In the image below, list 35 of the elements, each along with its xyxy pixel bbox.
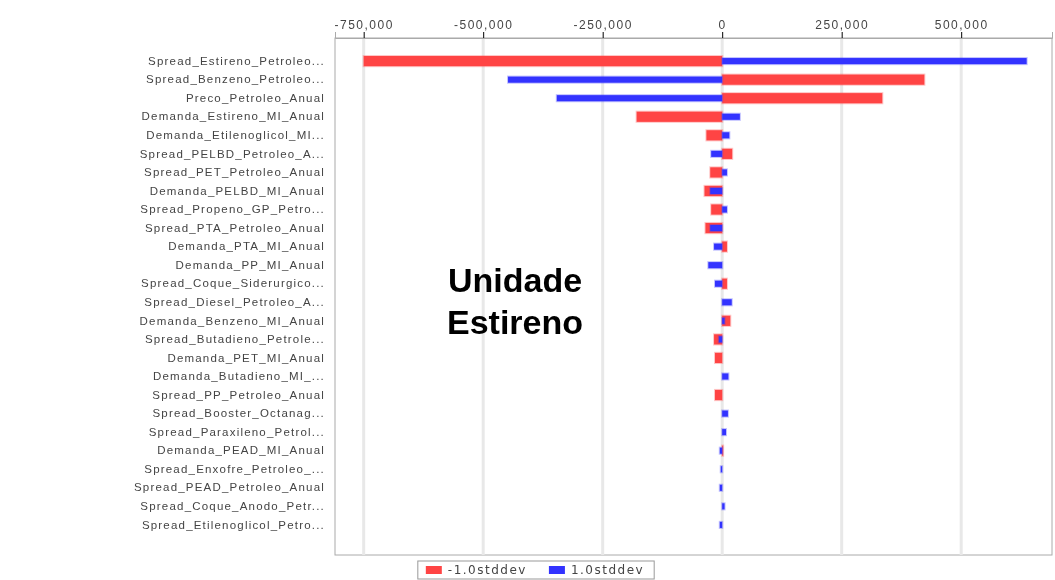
x-tick-label: -750,000	[334, 18, 394, 32]
y-tick-label: Spread_Enxofre_Petroleo_...	[144, 462, 325, 475]
y-tick-label: Spread_PELBD_Petroleo_A...	[139, 147, 325, 160]
y-tick-label: Spread_PTA_Petroleo_Anual	[144, 221, 325, 234]
y-tick-label: Spread_Coque_Anodo_Petr...	[140, 500, 325, 513]
y-tick-label: Demanda_PTA_MI_Anual	[168, 240, 325, 253]
x-tick-label: 250,000	[815, 18, 870, 32]
y-tick-label: Demanda_PET_MI_Anual	[167, 351, 325, 364]
y-tick-label: Demanda_PEAD_MI_Anual	[157, 444, 325, 457]
y-tick-label: Spread_Coque_Siderurgico...	[141, 277, 325, 290]
y-tick-label: Spread_Paraxileno_Petrol...	[148, 425, 325, 438]
y-tick-label: Spread_Estireno_Petroleo...	[148, 54, 325, 67]
legend-label: 1.0stddev	[570, 563, 645, 577]
y-tick-label: Spread_Booster_Octanag...	[152, 407, 325, 420]
x-tick-label: -500,000	[453, 18, 514, 32]
y-tick-label: Spread_PET_Petroleo_Anual	[144, 166, 325, 179]
legend-label: -1.0stddev	[447, 563, 527, 577]
y-tick-label: Spread_Butadieno_Petrole...	[144, 333, 325, 346]
y-tick-label: Spread_Benzeno_Petroleo...	[146, 73, 325, 86]
y-tick-label: Spread_PEAD_Petroleo_Anual	[133, 481, 325, 494]
y-tick-label: Preco_Petroleo_Anual	[185, 91, 325, 104]
y-tick-label: Demanda_Butadieno_MI_...	[152, 370, 325, 383]
y-tick-label: Demanda_Benzeno_MI_Anual	[139, 314, 325, 327]
x-tick-label: 500,000	[934, 18, 989, 32]
y-tick-label: Demanda_PELBD_MI_Anual	[149, 184, 325, 197]
y-tick-label: Spread_Etilenoglicol_Petro...	[141, 518, 325, 531]
annotation: Unidade Estireno	[446, 261, 584, 341]
y-tick-label: Spread_Diesel_Petroleo_A...	[144, 295, 325, 308]
y-tick-label: Spread_Propeno_GP_Petro...	[140, 203, 325, 216]
y-tick-label: Demanda_Estireno_MI_Anual	[141, 110, 325, 123]
y-tick-label: Demanda_PP_MI_Anual	[175, 258, 325, 271]
x-tick-label: 0	[718, 18, 727, 32]
x-tick-label: -250,000	[573, 18, 633, 32]
y-tick-label: Demanda_Etilenoglicol_MI...	[146, 128, 325, 141]
y-tick-label: Spread_PP_Petroleo_Anual	[152, 388, 325, 401]
